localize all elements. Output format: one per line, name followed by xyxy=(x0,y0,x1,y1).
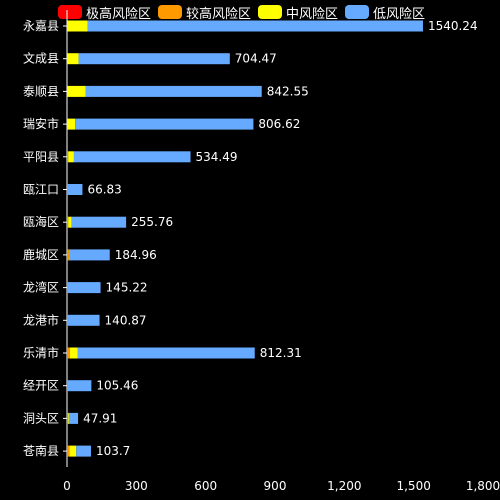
category-label: 龙湾区 xyxy=(23,280,59,295)
bar-segment xyxy=(69,249,110,261)
legend-label-high-risk: 较高风险区 xyxy=(186,6,252,22)
bar-segment xyxy=(67,282,101,294)
bar-segment xyxy=(67,249,69,261)
legend-swatch-high-risk xyxy=(158,5,183,19)
value-label: 103.7 xyxy=(96,444,130,458)
bar-segment xyxy=(87,20,423,32)
value-label: 140.87 xyxy=(105,313,147,327)
bar-segment xyxy=(67,118,76,130)
category-label: 瑞安市 xyxy=(23,116,59,131)
legend-swatch-medium-risk xyxy=(258,5,283,19)
x-tick-label: 600 xyxy=(194,479,217,493)
value-label: 842.55 xyxy=(267,84,309,98)
value-label: 184.96 xyxy=(115,248,157,262)
bar-segment xyxy=(77,347,255,359)
bar-segment xyxy=(78,53,230,65)
legend-item-medium-risk[interactable]: 中风险区 xyxy=(258,3,338,22)
bar-segment xyxy=(67,445,70,457)
category-label: 瓯江口 xyxy=(23,183,59,197)
value-label: 145.22 xyxy=(106,281,148,295)
category-label: 泰顺县 xyxy=(23,84,59,98)
x-tick-label: 1,800 xyxy=(466,479,500,493)
value-label: 534.49 xyxy=(196,150,238,164)
value-label: 1540.24 xyxy=(428,19,478,33)
legend-swatch-low-risk xyxy=(345,5,370,19)
bar-segment xyxy=(68,151,74,163)
category-label: 永嘉县 xyxy=(23,19,59,33)
bar-segment xyxy=(67,85,86,97)
legend-item-extreme-risk[interactable]: 极高风险区 xyxy=(58,3,151,22)
value-label: 255.76 xyxy=(131,215,173,229)
x-tick-label: 1,500 xyxy=(396,479,430,493)
bar-segment xyxy=(67,20,88,32)
value-label: 704.47 xyxy=(235,52,277,66)
value-label: 47.91 xyxy=(83,411,117,425)
category-label: 瓯海区 xyxy=(23,214,59,229)
bar-segment xyxy=(67,412,69,424)
legend-label-low-risk: 低风险区 xyxy=(373,6,426,22)
x-tick-label: 300 xyxy=(125,479,148,493)
legend-item-high-risk[interactable]: 较高风险区 xyxy=(158,3,251,22)
bar-segment xyxy=(67,184,83,195)
bar-segment xyxy=(68,216,72,228)
bar-segment xyxy=(69,347,78,359)
bar-segment xyxy=(67,216,69,228)
category-label: 平阳县 xyxy=(23,150,59,164)
value-label: 812.31 xyxy=(260,346,302,360)
legend-label-extreme-risk: 极高风险区 xyxy=(86,6,152,22)
legend-item-low-risk[interactable]: 低风险区 xyxy=(345,3,425,22)
category-label: 鹿城区 xyxy=(23,247,59,262)
bar-segment xyxy=(68,249,70,261)
bar-segment xyxy=(71,216,127,228)
legend: 极高风险区 较高风险区 中风险区 低风险区 xyxy=(58,3,498,22)
legend-label-medium-risk: 中风险区 xyxy=(286,6,339,22)
legend-swatch-extreme-risk xyxy=(58,5,82,19)
category-label: 龙港市 xyxy=(23,312,59,327)
bar-segment xyxy=(67,314,100,326)
x-tick-label: 0 xyxy=(63,479,71,493)
category-label: 经开区 xyxy=(23,379,59,393)
x-tick-label: 900 xyxy=(264,479,287,493)
category-label: 苍南县 xyxy=(23,443,59,458)
bar-segment xyxy=(67,380,92,392)
value-label: 66.83 xyxy=(87,183,121,197)
bar-segment xyxy=(69,445,77,457)
bar-segment xyxy=(73,151,191,163)
bar-segment xyxy=(76,445,91,457)
category-label: 乐清市 xyxy=(23,345,59,360)
x-tick-label: 1,200 xyxy=(327,479,361,493)
bar-segment xyxy=(85,85,262,97)
bar-segment xyxy=(67,412,68,424)
bar-segment xyxy=(68,412,79,424)
value-label: 806.62 xyxy=(258,117,300,131)
bar-segment xyxy=(75,118,254,130)
category-label: 洞头区 xyxy=(23,411,59,425)
bar-segment xyxy=(67,347,70,359)
category-label: 文成县 xyxy=(23,51,59,66)
value-label: 105.46 xyxy=(96,379,138,393)
bar-segment xyxy=(67,53,79,65)
bar-segment xyxy=(67,151,69,163)
